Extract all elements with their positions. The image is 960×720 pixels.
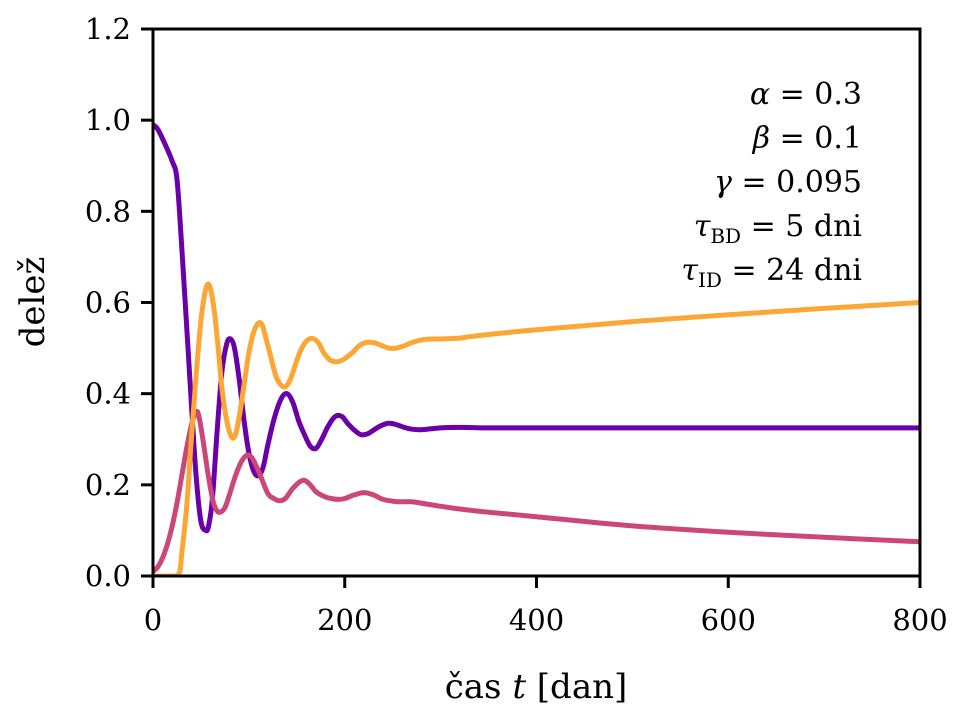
series-layer — [153, 122, 920, 576]
x-axis-title-word: čas — [445, 667, 502, 707]
parameter-value: = 24 dni — [722, 253, 862, 288]
y-tick-label: 0.6 — [85, 286, 131, 320]
parameter-subscript: ID — [698, 268, 722, 292]
parameter-value: = 0.095 — [732, 165, 862, 200]
parameter-symbol: τ — [681, 253, 698, 288]
series-orange — [153, 281, 920, 576]
parameter-symbol: β — [752, 121, 770, 156]
y-tick-label: 1.0 — [85, 103, 131, 137]
parameter-symbol: τ — [694, 209, 711, 244]
parameter-line: τID = 24 dni — [681, 253, 862, 292]
parameter-value: = 0.3 — [770, 77, 862, 112]
x-axis-title: čas t [dan] — [445, 667, 628, 707]
parameter-value: = 5 dni — [741, 209, 862, 244]
y-tick-label: 1.2 — [85, 12, 131, 46]
x-tick-label: 0 — [144, 603, 162, 637]
y-axis-title: delež — [13, 257, 53, 348]
parameter-symbol: α — [750, 77, 770, 112]
y-tick-label: 0.4 — [85, 377, 131, 411]
parameter-line: τBD = 5 dni — [694, 209, 862, 248]
y-tick-label: 0.8 — [85, 194, 131, 228]
y-axis: 0.0 0.2 0.4 0.6 0.8 1.0 1.2 — [85, 12, 153, 593]
x-tick-label: 800 — [892, 603, 947, 637]
x-tick-label: 600 — [701, 603, 756, 637]
series-purple — [153, 122, 920, 534]
parameter-line: α = 0.3 — [750, 77, 862, 112]
parameter-line: β = 0.1 — [752, 121, 862, 156]
parameter-symbol: γ — [714, 165, 732, 200]
y-tick-label: 0.0 — [85, 559, 131, 593]
parameter-line: γ = 0.095 — [714, 165, 862, 200]
parameter-subscript: BD — [710, 224, 741, 248]
x-axis-title-unit: [dan] — [537, 667, 627, 707]
x-tick-label: 200 — [317, 603, 372, 637]
parameter-value: = 0.1 — [770, 121, 862, 156]
x-axis: 0 200 400 600 800 — [144, 576, 948, 637]
x-axis-title-variable: t — [512, 667, 526, 707]
x-tick-label: 400 — [509, 603, 564, 637]
y-tick-label: 0.2 — [85, 468, 131, 502]
